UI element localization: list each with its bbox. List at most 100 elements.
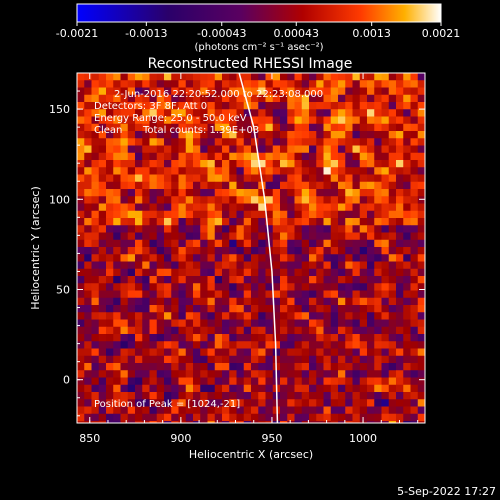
heatmap-cell [207,145,216,154]
heatmap-cell [171,334,179,342]
heatmap-cell [200,167,208,175]
heatmap-cell [251,326,259,335]
heatmap-cell [193,87,201,96]
heatmap-cell [135,319,143,328]
heatmap-cell [374,160,382,168]
heatmap-cell [359,196,368,204]
heatmap-cell [374,421,382,423]
heatmap-cell [171,384,179,393]
heatmap-cell [77,109,85,117]
heatmap-cell [236,145,245,154]
heatmap-cell [403,203,411,212]
heatmap-cell [410,268,419,277]
heatmap-cell [352,384,361,393]
heatmap-cell [91,312,100,320]
heatmap-cell [287,160,295,168]
heatmap-cell [193,421,201,423]
heatmap-cell [316,102,324,110]
heatmap-cell [207,210,216,219]
heatmap-cell [251,392,259,400]
colorbar-unit-label: (photons cm⁻² s⁻¹ asec⁻²) [194,42,323,53]
heatmap-cell [229,319,237,328]
heatmap-cell [229,189,237,197]
heatmap-cell [214,152,223,161]
heatmap-cell [272,312,281,320]
heatmap-cell [135,80,143,88]
heatmap-cell [417,392,425,400]
heatmap-cell [280,261,288,270]
heatmap-cell [77,276,85,284]
heatmap-cell [381,102,390,110]
heatmap-cell [330,355,339,364]
heatmap-cell [359,123,368,132]
heatmap-cell [207,283,216,291]
heatmap-cell [367,413,375,422]
heatmap-cell [265,254,274,262]
heatmap-cell [207,138,216,146]
heatmap-cell [294,94,303,103]
heatmap-cell [200,239,208,248]
heatmap-cell [193,247,201,255]
heatmap-cell [352,326,361,335]
heatmap-cell [106,406,114,415]
heatmap-cell [127,305,136,313]
x-tick-label: 950 [261,432,282,445]
heatmap-cell [84,189,92,197]
heatmap-cell [84,268,92,277]
heatmap-cell [301,210,310,219]
heatmap-cell [77,319,85,328]
heatmap-cell [200,290,208,299]
heatmap-cell [403,377,411,386]
heatmap-cell [367,232,375,241]
heatmap-cell [316,152,324,161]
heatmap-cell [338,297,346,306]
heatmap-cell [367,189,375,197]
heatmap-cell [229,290,237,299]
heatmap-cell [229,109,237,117]
heatmap-cell [193,123,201,132]
heatmap-cell [106,377,114,386]
heatmap-cell [98,421,107,423]
heatmap-cell [338,145,346,154]
heatmap-cell [403,109,411,117]
heatmap-cell [374,239,382,248]
heatmap-cell [345,167,353,175]
heatmap-cell [287,138,295,146]
heatmap-cell [236,80,245,88]
heatmap-cell [229,261,237,270]
heatmap-cell [149,232,158,241]
heatmap-cell [367,370,375,378]
heatmap-cell [164,80,172,88]
heatmap-cell [106,421,114,423]
heatmap-cell [149,152,158,161]
heatmap-cell [222,210,230,219]
heatmap-cell [127,392,136,400]
heatmap-cell [106,341,114,349]
heatmap-cell [309,326,317,335]
x-tick-label: 900 [170,432,191,445]
heatmap-cell [330,109,339,117]
heatmap-cell [135,123,143,132]
heatmap-cell [396,261,404,270]
heatmap-cell [417,326,425,335]
heatmap-cell [135,247,143,255]
heatmap-cell [396,138,404,146]
heatmap-cell [229,203,237,212]
heatmap-cell [294,232,303,241]
heatmap-cell [352,254,361,262]
heatmap-cell [84,247,92,255]
heatmap-cell [323,261,332,270]
heatmap-cell [323,102,332,110]
heatmap-cell [410,87,419,96]
heatmap-cell [207,421,216,423]
heatmap-cell [417,276,425,284]
x-axis-label: Heliocentric X (arcsec) [189,448,313,461]
heatmap-cell [330,406,339,415]
heatmap-cell [294,305,303,313]
heatmap-cell [272,326,281,335]
heatmap-cell [410,232,419,241]
heatmap-cell [280,160,288,168]
heatmap-cell [359,247,368,255]
heatmap-cell [171,319,179,328]
heatmap-cell [294,370,303,378]
